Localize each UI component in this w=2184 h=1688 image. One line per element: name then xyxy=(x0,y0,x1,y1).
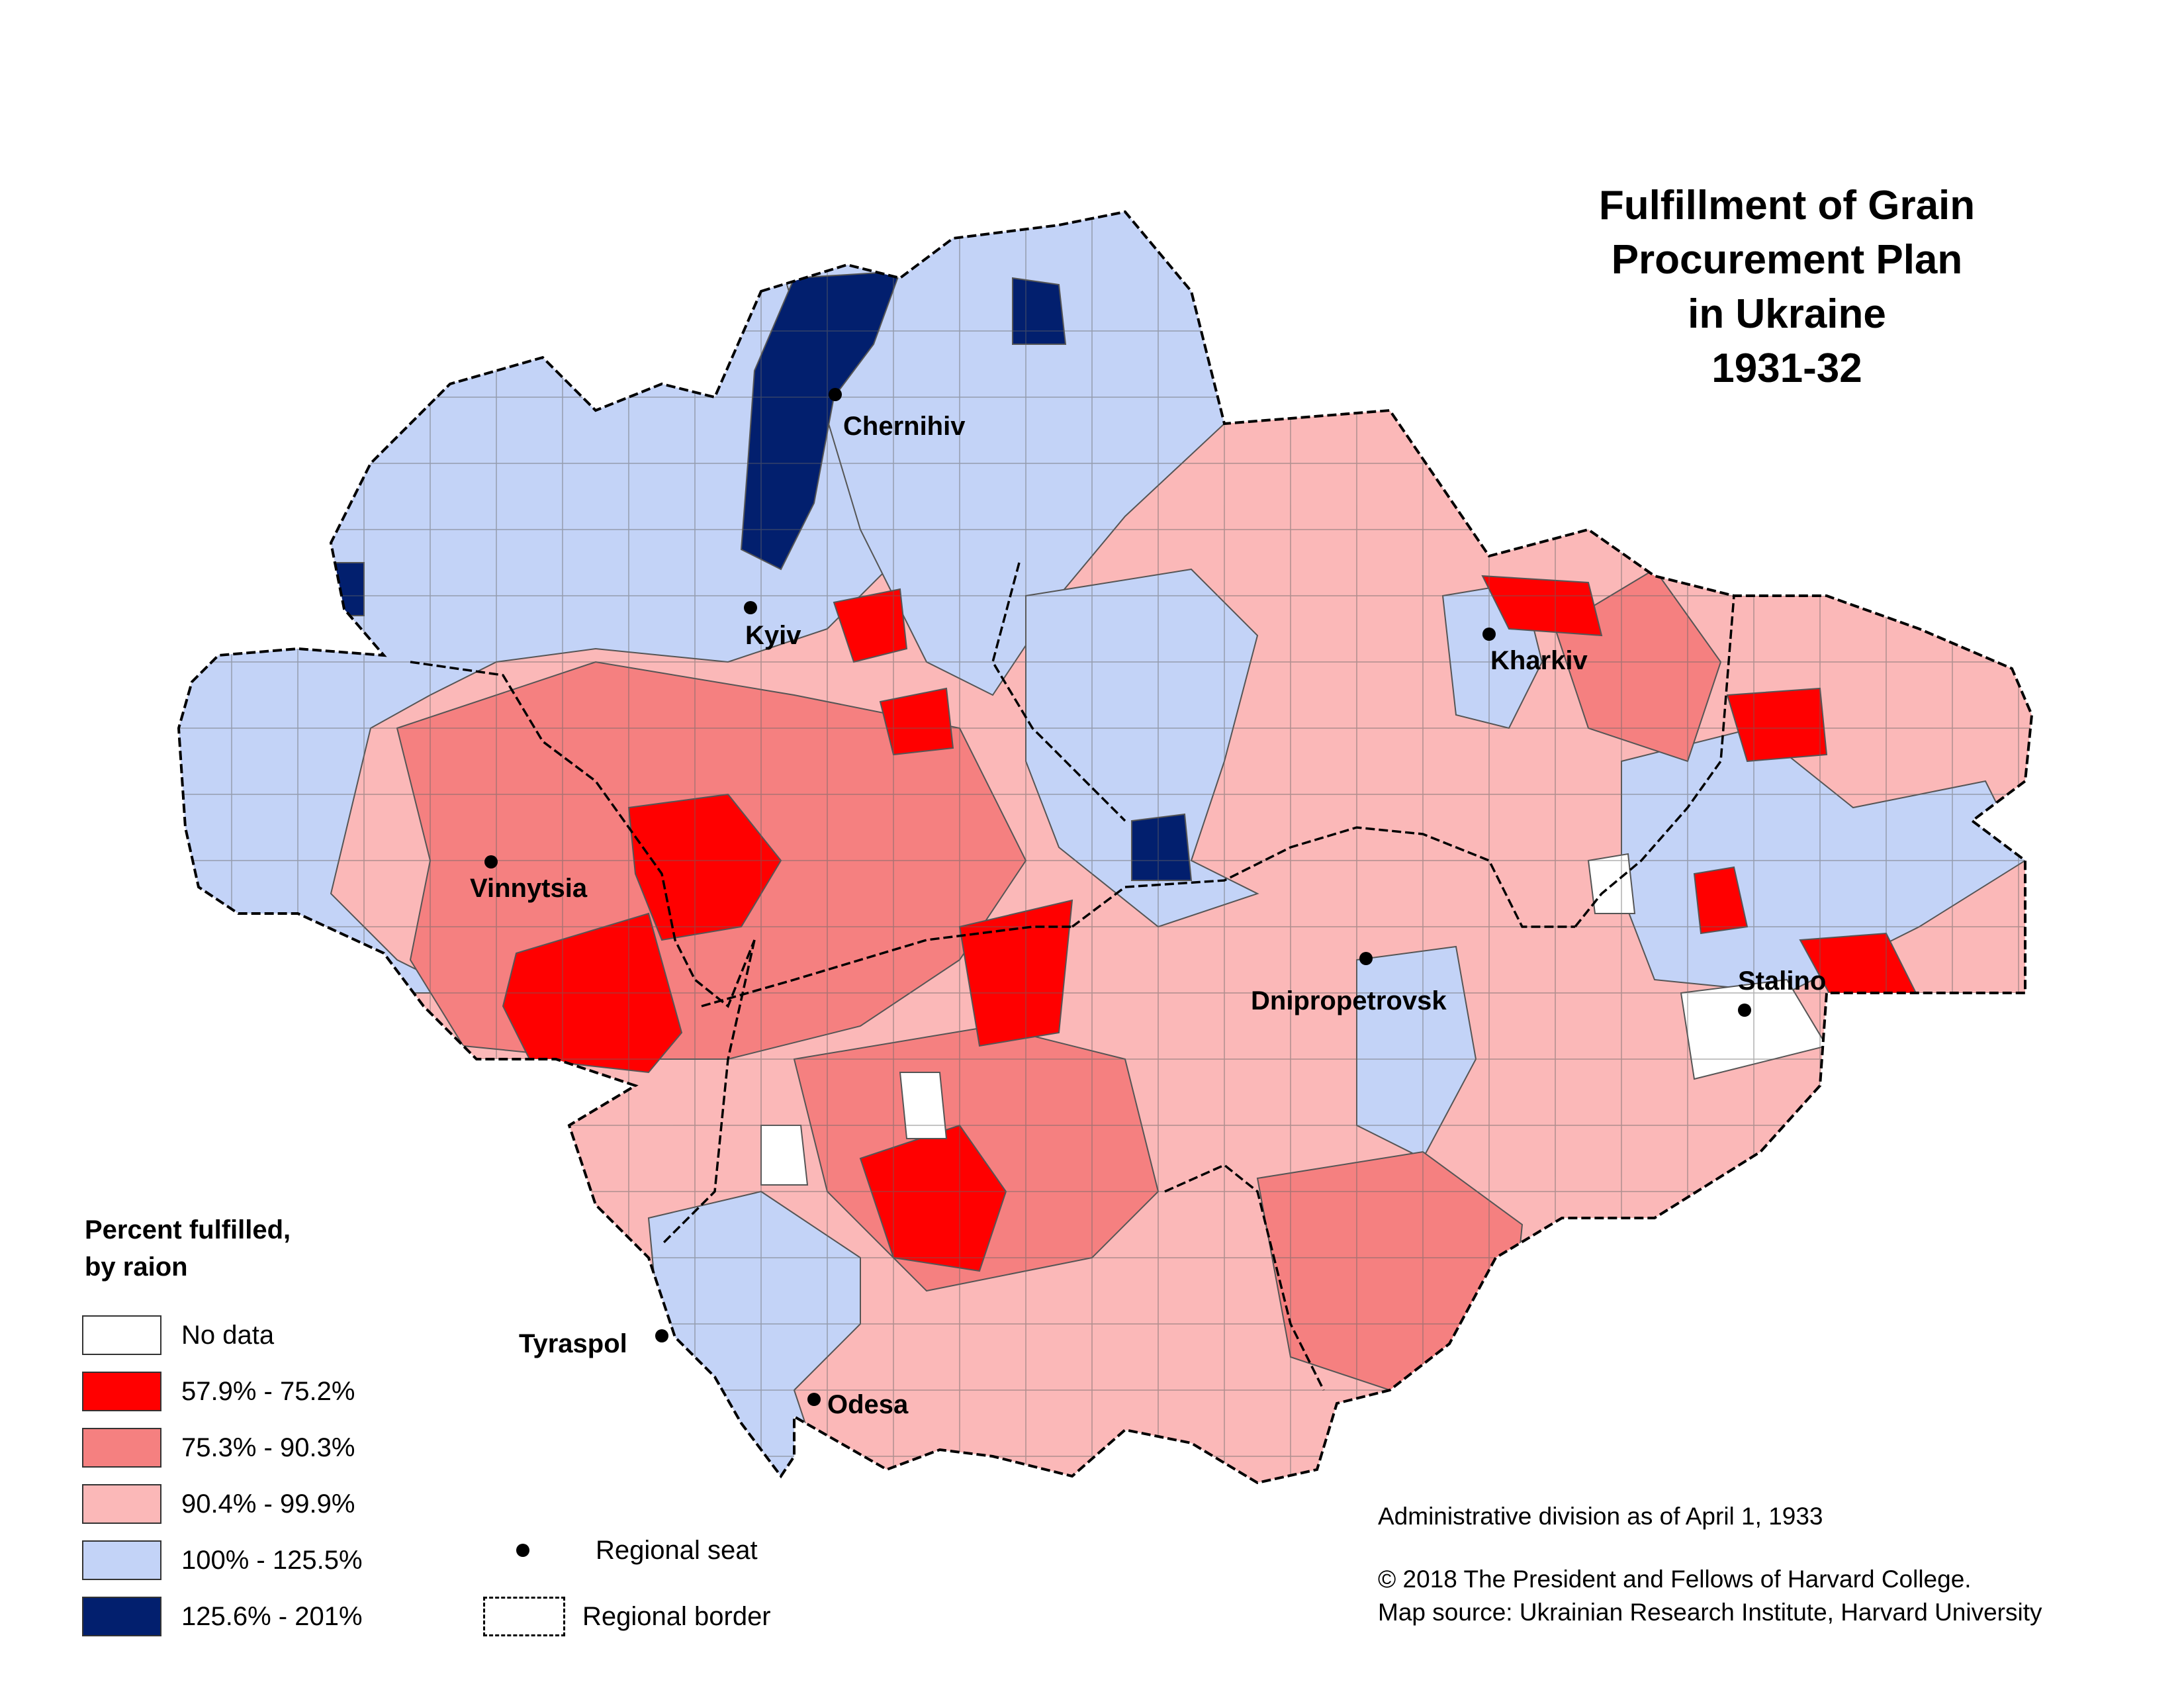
title-line-3: in Ukraine xyxy=(1688,291,1886,337)
raion-zone-red-poltava xyxy=(879,687,954,756)
legend-swatch xyxy=(82,1372,161,1411)
city-dot-stalino xyxy=(1738,1004,1751,1017)
raion-zone-darkblue-dnipro-north xyxy=(1131,813,1193,881)
city-label-kharkiv: Kharkiv xyxy=(1490,646,1588,675)
city-dot-dnipropetrovsk xyxy=(1359,952,1373,965)
city-label-odesa: Odesa xyxy=(827,1390,909,1419)
legend-regional-seat: Regional seat xyxy=(483,1529,758,1571)
city-label-kyiv: Kyiv xyxy=(745,621,801,650)
admin-division-note: Administrative division as of April 1, 1… xyxy=(1378,1503,1823,1530)
legend-label: 100% - 125.5% xyxy=(181,1545,363,1575)
city-label-vinnytsia: Vinnytsia xyxy=(470,874,588,903)
raion-zone-darkblue-chernihiv-north xyxy=(1012,277,1067,345)
legend-swatch xyxy=(82,1540,161,1580)
legend-label: 125.6% - 201% xyxy=(181,1601,363,1631)
city-dot-odesa xyxy=(807,1393,821,1406)
city-label-stalino: Stalino xyxy=(1738,966,1827,996)
legend-swatch xyxy=(82,1315,161,1355)
legend-label: 75.3% - 90.3% xyxy=(181,1432,355,1462)
city-dot-chernihiv xyxy=(829,388,842,401)
map-title: Fulfillment of Grain Procurement Plan in… xyxy=(1522,179,2052,396)
regional-border-label: Regional border xyxy=(582,1601,771,1631)
city-label-chernihiv: Chernihiv xyxy=(843,412,966,441)
raion-zone-nodata-east xyxy=(1587,853,1636,914)
regional-seat-label: Regional seat xyxy=(596,1535,758,1565)
raion-zone-red-central xyxy=(958,899,1073,1047)
legend-item-class-3: 90.4% - 99.9% xyxy=(82,1483,355,1525)
title-line-2: Procurement Plan xyxy=(1611,237,1963,283)
legend-title: Percent fulfilled, by raion xyxy=(85,1211,291,1286)
regional-seat-dot-icon xyxy=(516,1544,529,1557)
legend-regional-border: Regional border xyxy=(483,1595,771,1638)
map-source-line: Map source: Ukrainian Research Institute… xyxy=(1378,1599,2042,1626)
legend-swatch xyxy=(82,1597,161,1636)
title-line-4: 1931-32 xyxy=(1711,346,1862,391)
city-label-dnipropetrovsk: Dnipropetrovsk xyxy=(1251,986,1447,1015)
city-dot-kyiv xyxy=(744,601,757,614)
city-dot-vinnytsia xyxy=(484,855,498,868)
title-line-1: Fulfillment of Grain xyxy=(1598,183,1976,228)
regional-seats xyxy=(484,388,1751,1406)
legend-swatch xyxy=(82,1484,161,1524)
legend-title-line-1: Percent fulfilled, xyxy=(85,1215,291,1244)
city-dot-kharkiv xyxy=(1482,628,1496,641)
raion-zone-darkblue-chernihiv-west xyxy=(740,270,901,571)
legend-item-no-data: No data xyxy=(82,1314,274,1356)
regional-borders xyxy=(410,562,1735,1391)
regional-border-dashed-icon xyxy=(483,1597,565,1636)
raion-zone-nodata-south xyxy=(760,1125,809,1186)
legend-label: No data xyxy=(181,1320,275,1350)
raion-zone-red-kyiv-south xyxy=(833,588,908,663)
raion-zone-darkblue-west xyxy=(330,562,365,616)
legend-title-line-2: by raion xyxy=(85,1252,188,1282)
city-dot-tyraspol xyxy=(655,1329,668,1342)
copyright-line: © 2018 The President and Fellows of Harv… xyxy=(1378,1566,1972,1593)
legend-swatch xyxy=(82,1428,161,1468)
legend-item-class-5: 125.6% - 201% xyxy=(82,1595,363,1638)
legend-item-class-1: 57.9% - 75.2% xyxy=(82,1370,355,1413)
city-label-tyraspol: Tyraspol xyxy=(519,1329,627,1358)
legend-item-class-2: 75.3% - 90.3% xyxy=(82,1427,355,1469)
legend-item-class-4: 100% - 125.5% xyxy=(82,1539,363,1581)
country-border xyxy=(177,210,2034,1485)
legend-label: 57.9% - 75.2% xyxy=(181,1376,355,1406)
legend-label: 90.4% - 99.9% xyxy=(181,1489,355,1519)
raion-zone-red-kharkiv xyxy=(1481,575,1603,637)
raion-zone-blue-south xyxy=(647,1190,861,1483)
raion-zone-red-east xyxy=(1726,687,1828,763)
raion-zone-nodata-central xyxy=(899,1072,948,1139)
raion-grid xyxy=(179,212,2032,1483)
